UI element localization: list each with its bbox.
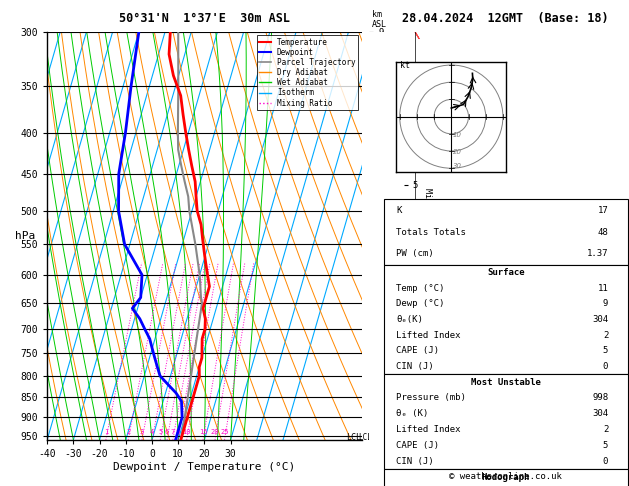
Text: PW (cm): PW (cm) — [396, 249, 433, 259]
Text: 304: 304 — [592, 409, 608, 418]
Text: km
ASL: km ASL — [372, 10, 387, 29]
Text: 2: 2 — [126, 429, 130, 434]
Text: 4: 4 — [150, 429, 154, 434]
Text: 15: 15 — [199, 429, 208, 434]
Text: 0: 0 — [603, 362, 608, 371]
Text: © weatheronline.co.uk: © weatheronline.co.uk — [449, 472, 562, 481]
Text: kt: kt — [399, 62, 409, 70]
Text: 10: 10 — [182, 429, 191, 434]
Text: 20: 20 — [453, 150, 462, 156]
Text: CIN (J): CIN (J) — [396, 362, 433, 371]
Text: 2: 2 — [603, 330, 608, 340]
Text: 2: 2 — [603, 425, 608, 434]
Text: 1.37: 1.37 — [587, 249, 608, 259]
Text: Lifted Index: Lifted Index — [396, 330, 460, 340]
Text: 7: 7 — [170, 429, 175, 434]
Text: LCL: LCL — [346, 433, 361, 442]
Text: CAPE (J): CAPE (J) — [396, 347, 439, 355]
Text: LCL: LCL — [359, 433, 372, 442]
Text: 30: 30 — [453, 163, 462, 169]
Text: Most Unstable: Most Unstable — [470, 378, 541, 387]
Text: 28.04.2024  12GMT  (Base: 18): 28.04.2024 12GMT (Base: 18) — [403, 12, 609, 25]
Text: Lifted Index: Lifted Index — [396, 425, 460, 434]
Text: 5: 5 — [603, 441, 608, 450]
X-axis label: Dewpoint / Temperature (°C): Dewpoint / Temperature (°C) — [113, 462, 296, 471]
Text: θₑ (K): θₑ (K) — [396, 409, 428, 418]
Text: 304: 304 — [592, 315, 608, 324]
Text: CAPE (J): CAPE (J) — [396, 441, 439, 450]
Text: Temp (°C): Temp (°C) — [396, 284, 444, 293]
Text: 17: 17 — [598, 206, 608, 215]
Text: Totals Totals: Totals Totals — [396, 227, 465, 237]
Text: 1: 1 — [104, 429, 108, 434]
Text: 5: 5 — [603, 347, 608, 355]
Text: 998: 998 — [592, 393, 608, 402]
Text: Hodograph: Hodograph — [482, 473, 530, 482]
Text: 5: 5 — [158, 429, 162, 434]
Text: 6: 6 — [165, 429, 169, 434]
Y-axis label: Mixing Ratio (g/kg): Mixing Ratio (g/kg) — [423, 188, 432, 283]
Text: 20: 20 — [211, 429, 220, 434]
Text: Pressure (mb): Pressure (mb) — [396, 393, 465, 402]
Text: 50°31'N  1°37'E  30m ASL: 50°31'N 1°37'E 30m ASL — [119, 12, 290, 25]
Text: CIN (J): CIN (J) — [396, 456, 433, 466]
Text: 48: 48 — [598, 227, 608, 237]
Text: Surface: Surface — [487, 268, 525, 277]
Text: hPa: hPa — [15, 231, 35, 241]
Legend: Temperature, Dewpoint, Parcel Trajectory, Dry Adiabat, Wet Adiabat, Isotherm, Mi: Temperature, Dewpoint, Parcel Trajectory… — [257, 35, 358, 110]
Text: θₑ(K): θₑ(K) — [396, 315, 423, 324]
Text: 9: 9 — [603, 299, 608, 309]
Text: K: K — [396, 206, 401, 215]
Text: 10: 10 — [453, 132, 462, 139]
Text: 8: 8 — [176, 429, 180, 434]
Text: Dewp (°C): Dewp (°C) — [396, 299, 444, 309]
Text: 25: 25 — [220, 429, 229, 434]
Text: 0: 0 — [603, 456, 608, 466]
Text: 11: 11 — [598, 284, 608, 293]
Text: 3: 3 — [140, 429, 144, 434]
